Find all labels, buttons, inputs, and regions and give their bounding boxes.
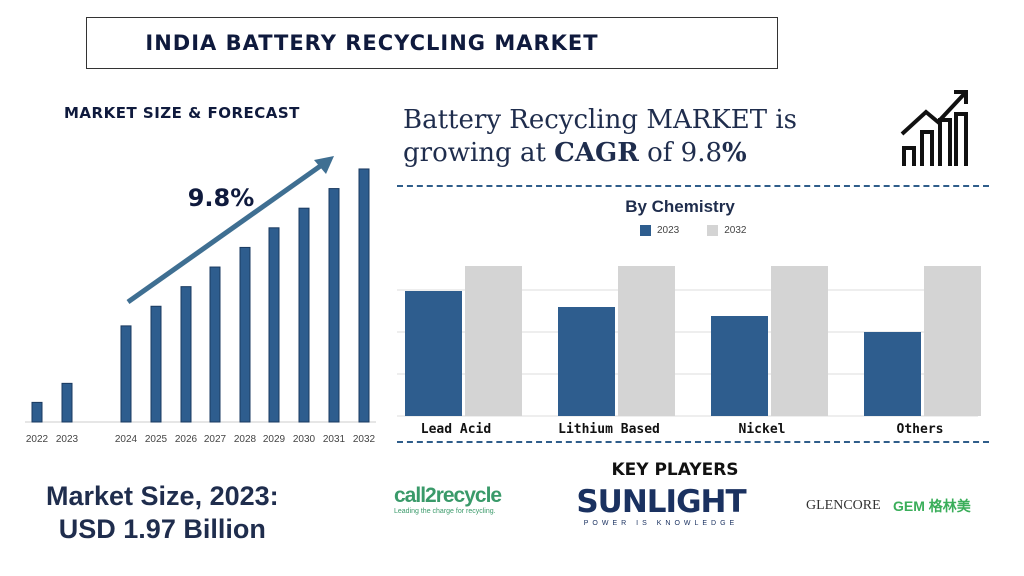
market-size-heading: MARKET SIZE & FORECAST <box>64 104 300 122</box>
legend-label-2032: 2032 <box>724 225 747 236</box>
bar-2027 <box>209 266 221 423</box>
bar-2025 <box>150 305 162 423</box>
logo-text: call2recycle <box>394 484 502 507</box>
tick-label: 2025 <box>145 434 168 445</box>
legend-swatch-2023 <box>640 225 651 236</box>
tick-label: 2024 <box>115 434 138 445</box>
logo-tagline: POWER IS KNOWLEDGE <box>583 520 739 527</box>
bar-2028 <box>239 246 251 423</box>
cagr-text-c: of 9.8 <box>638 138 723 168</box>
bar-2026 <box>180 286 192 423</box>
tick-label: 2032 <box>353 434 376 445</box>
sunlight-logo: SUNLIGHT POWER IS KNOWLEDGE <box>570 484 752 527</box>
tick-label: 2022 <box>26 434 49 445</box>
bar-2032-2 <box>771 266 828 416</box>
bar-2023 <box>61 382 73 423</box>
title-box: INDIA BATTERY RECYCLING MARKET <box>86 17 778 69</box>
key-players-heading: KEY PLAYERS <box>611 460 739 480</box>
bar-2023-0 <box>405 291 462 416</box>
tick-label: 2028 <box>234 434 257 445</box>
logo-tagline: Leading the charge for recycling. <box>394 508 496 515</box>
bar-2032-1 <box>618 266 675 416</box>
cagr-text-a: growing at <box>403 138 555 168</box>
trend-arrowhead <box>314 156 334 174</box>
bar-2029 <box>268 227 280 423</box>
page-title: INDIA BATTERY RECYCLING MARKET <box>145 31 599 55</box>
tick-label: 2023 <box>56 434 79 445</box>
chemistry-chart: Lead Acid Lithium Based Nickel Others <box>397 266 981 437</box>
category-label: Lead Acid <box>421 422 491 437</box>
cagr-statement: Battery Recycling MARKET is growing at C… <box>403 104 797 170</box>
market-size-summary: Market Size, 2023: USD 1.97 Billion <box>46 480 279 546</box>
category-label: Nickel <box>739 422 786 437</box>
cagr-line1: Battery Recycling MARKET is <box>403 105 797 135</box>
bar-2023-1 <box>558 307 615 416</box>
tick-label: 2026 <box>175 434 198 445</box>
tick-label: 2030 <box>293 434 316 445</box>
bar-2023-2 <box>711 316 768 416</box>
tick-label: 2031 <box>323 434 346 445</box>
glencore-logo: GLENCORE <box>806 498 881 513</box>
market-size-line2: USD 1.97 Billion <box>58 514 266 544</box>
tick-label: 2029 <box>263 434 286 445</box>
growth-chart-icon <box>900 90 968 166</box>
market-size-line1: Market Size, 2023: <box>46 481 279 511</box>
legend-swatch-2032 <box>707 225 719 236</box>
bar-2031 <box>328 188 340 423</box>
bar-2022 <box>31 401 43 423</box>
category-label: Others <box>897 422 944 437</box>
bar-2023-3 <box>864 332 921 416</box>
legend: 2023 2032 <box>640 225 747 236</box>
gem-logo: GEM 格林美 <box>893 498 971 514</box>
tick-label: 2027 <box>204 434 227 445</box>
category-label: Lithium Based <box>558 422 660 437</box>
chemistry-chart-title: By Chemistry <box>625 197 735 216</box>
cagr-text-d: % <box>722 138 747 168</box>
bar-2030 <box>298 207 310 423</box>
divider-bottom <box>397 441 989 443</box>
divider-top <box>397 185 989 187</box>
cagr-text-b: CAGR <box>554 138 639 168</box>
bar-2032 <box>358 168 370 423</box>
bar-2024 <box>120 325 132 423</box>
bar-2032-0 <box>465 266 522 416</box>
legend-label-2023: 2023 <box>657 225 680 236</box>
cagr-annotation: 9.8% <box>188 184 255 212</box>
logo-text: SUNLIGHT <box>576 484 746 520</box>
call2recycle-logo: call2recycle Leading the charge for recy… <box>394 484 502 515</box>
bar-2032-3 <box>924 266 981 416</box>
forecast-chart: 2022 2023 2024 2025 2026 2027 2028 2029 2030 2031… <box>25 156 376 445</box>
trend-arrow <box>126 159 328 305</box>
